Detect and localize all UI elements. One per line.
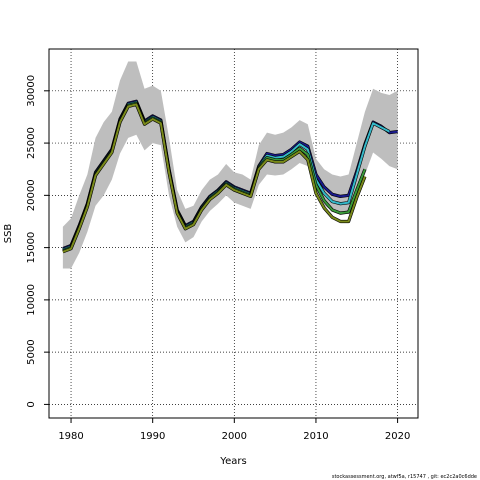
axes: 1980 1990 2000 2010 2020 0 5000 10000 15000 20000… xyxy=(26,75,410,442)
series-lines-layer xyxy=(62,99,398,254)
confidence-band-layer xyxy=(62,61,398,269)
y-tick-label: 5000 xyxy=(26,339,37,364)
y-tick-label: 0 xyxy=(26,401,37,407)
grid-lines xyxy=(49,49,418,418)
series-line-4 xyxy=(62,103,366,253)
y-tick-label: 15000 xyxy=(26,232,37,264)
x-tick-label: 2020 xyxy=(385,431,410,442)
y-tick-label: 20000 xyxy=(26,179,37,211)
x-tick-label: 2010 xyxy=(303,431,328,442)
x-tick-label: 2000 xyxy=(222,431,247,442)
y-tick-label: 10000 xyxy=(26,284,37,316)
x-tick-label: 1990 xyxy=(140,431,165,442)
x-tick-label: 1980 xyxy=(58,431,83,442)
footer-credit: stockassessment.org, atwf5a, r15747 , gi… xyxy=(332,474,477,480)
y-tick-label: 30000 xyxy=(26,75,37,107)
y-axis-title: SSB xyxy=(3,224,14,244)
x-axis-title: Years xyxy=(219,456,246,467)
plot-frame xyxy=(48,48,419,419)
confidence-band xyxy=(62,61,398,269)
y-tick-label: 25000 xyxy=(26,127,37,159)
